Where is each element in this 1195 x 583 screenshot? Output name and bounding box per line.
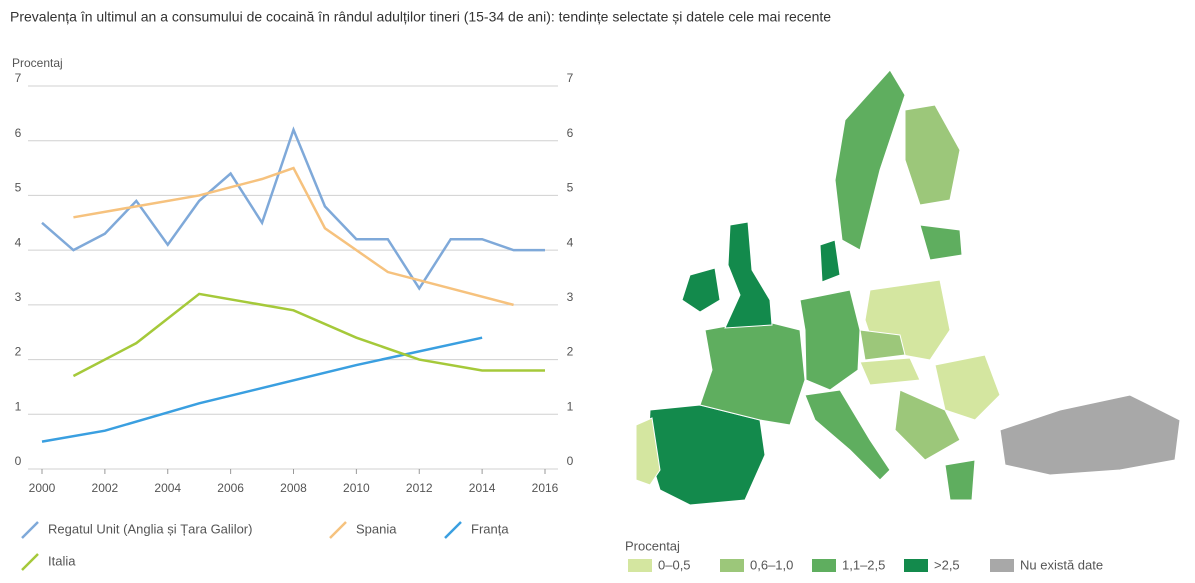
region <box>859 329 906 361</box>
y-tick-label: 6 <box>15 126 22 140</box>
y-tick-label: 7 <box>15 71 22 85</box>
legend-label: Italia <box>48 553 76 568</box>
y-tick-label: 3 <box>15 290 22 304</box>
y2-tick-label: 3 <box>567 290 574 304</box>
region <box>859 357 921 386</box>
line <box>41 336 483 443</box>
chart-title: Prevalența în ultimul an a consumului de… <box>10 9 831 25</box>
y2-tick-label: 1 <box>567 399 574 413</box>
y-tick-label: 5 <box>15 181 22 195</box>
y2-tick-label: 4 <box>567 235 574 249</box>
legend-label: Regatul Unit (Anglia și Țara Galilor) <box>48 521 252 536</box>
region <box>635 417 661 486</box>
y-tick-label: 4 <box>15 235 22 249</box>
y2-tick-label: 6 <box>567 126 574 140</box>
legend-label: Franța <box>471 521 509 536</box>
line <box>41 126 545 291</box>
legend-swatch <box>329 521 347 539</box>
map-legend-swatch <box>628 559 652 572</box>
region <box>724 221 773 329</box>
map-legend-swatch <box>990 559 1014 572</box>
map-legend-swatch <box>720 559 744 572</box>
y2-tick-label: 7 <box>567 71 574 85</box>
y-tick-label: 2 <box>15 345 22 359</box>
region <box>699 319 806 426</box>
y-tick-label: 1 <box>15 399 22 413</box>
y-axis-label: Procentaj <box>12 56 63 70</box>
x-tick-label: 2006 <box>217 481 244 495</box>
region <box>681 267 721 313</box>
region <box>934 354 1001 421</box>
map-legend-label: 0,6–1,0 <box>750 557 793 572</box>
legend-swatch <box>444 521 462 539</box>
region <box>804 389 891 481</box>
x-tick-label: 2008 <box>280 481 307 495</box>
x-tick-label: 2000 <box>29 481 56 495</box>
legend-swatch <box>21 553 39 571</box>
y2-tick-label: 2 <box>567 345 574 359</box>
x-tick-label: 2014 <box>469 481 496 495</box>
map-legend-swatch <box>904 559 928 572</box>
map-legend-swatch <box>812 559 836 572</box>
map <box>635 69 1181 506</box>
line <box>73 166 514 307</box>
region <box>919 224 963 261</box>
map-legend-label: Nu există date <box>1020 557 1103 572</box>
region <box>904 104 961 206</box>
map-legend-label: 0–0,5 <box>658 557 691 572</box>
map-legend-title: Procentaj <box>625 538 680 553</box>
region <box>647 404 766 506</box>
map-legend-label: >2,5 <box>934 557 960 572</box>
x-tick-label: 2002 <box>92 481 119 495</box>
y2-tick-label: 0 <box>567 454 574 468</box>
region <box>999 394 1181 476</box>
legend-label: Spania <box>356 521 397 536</box>
region <box>799 289 861 391</box>
y-tick-label: 0 <box>15 454 22 468</box>
region <box>819 239 841 283</box>
y2-tick-label: 5 <box>567 181 574 195</box>
region <box>944 459 976 501</box>
region <box>834 69 906 251</box>
x-tick-label: 2016 <box>532 481 559 495</box>
line <box>72 292 545 378</box>
x-tick-label: 2010 <box>343 481 370 495</box>
x-tick-label: 2004 <box>154 481 181 495</box>
map-legend-label: 1,1–2,5 <box>842 557 885 572</box>
legend-swatch <box>21 521 39 539</box>
x-tick-label: 2012 <box>406 481 433 495</box>
region <box>894 389 961 461</box>
